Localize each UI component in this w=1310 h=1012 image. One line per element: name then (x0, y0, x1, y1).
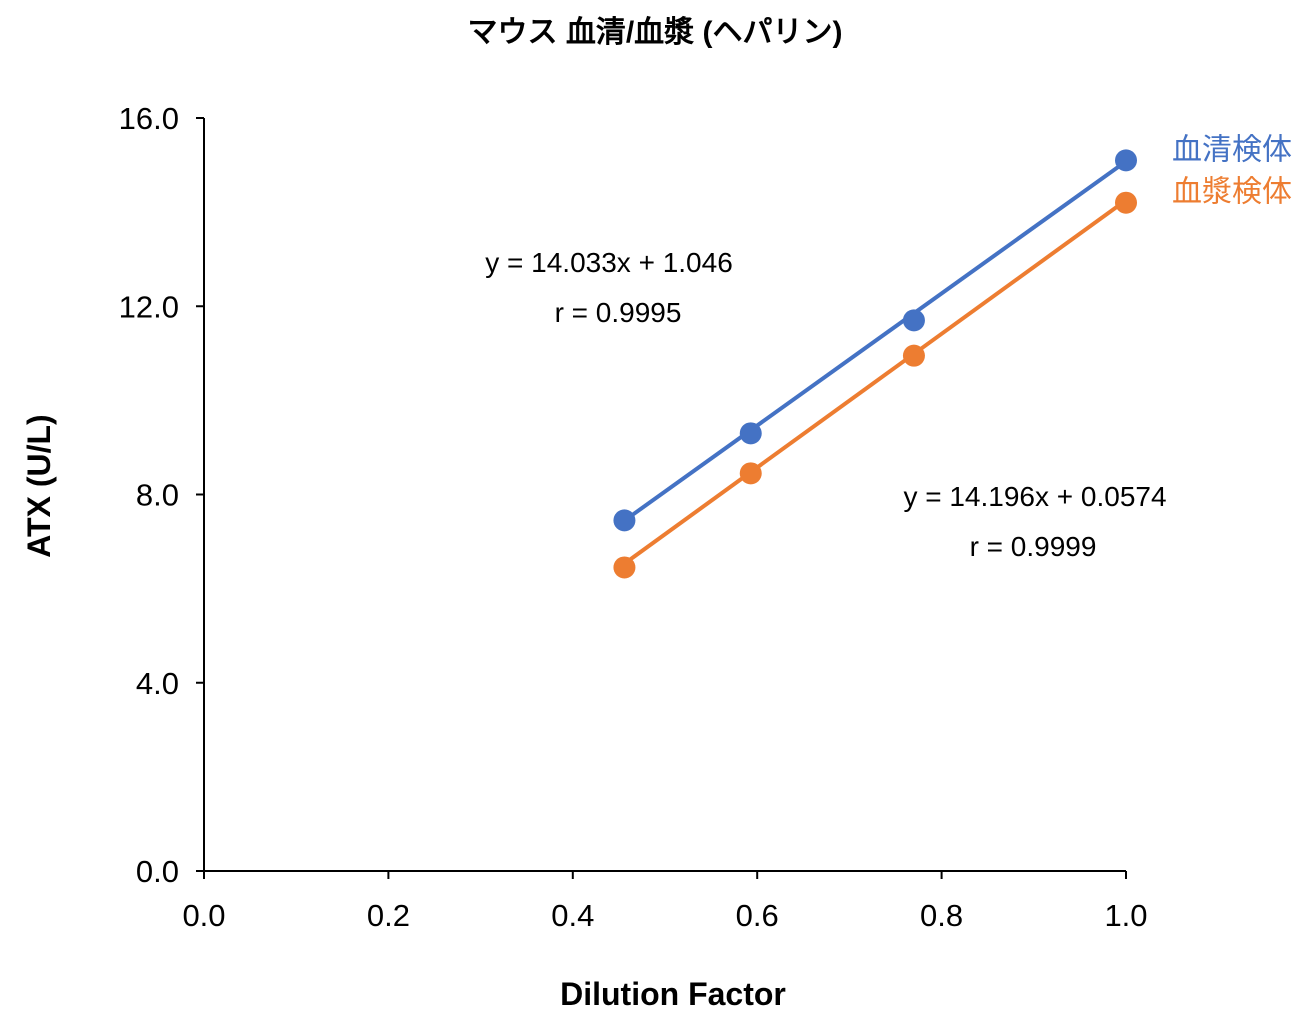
trendline-plasma (623, 198, 1128, 566)
data-point-plasma (902, 344, 925, 367)
trendline-serum (623, 159, 1128, 523)
trendlines (623, 159, 1128, 566)
x-tick-label: 1.0 (1104, 898, 1147, 933)
equation-plasma: y = 14.196x + 0.0574 (903, 481, 1166, 512)
annotations: y = 14.033x + 1.046 r = 0.9995 y = 14.196x… (485, 247, 1166, 562)
axes (196, 117, 1127, 879)
legend-label-plasma: 血漿検体 (1172, 176, 1292, 209)
data-point-serum (739, 422, 762, 445)
x-tick-label: 0.6 (736, 898, 779, 933)
data-point-plasma (613, 556, 636, 579)
y-tick-label: 0.0 (136, 854, 179, 889)
data-point-serum (613, 509, 636, 532)
x-tick-label: 0.4 (551, 898, 594, 933)
r-value-serum: r = 0.9995 (555, 297, 682, 328)
data-points (613, 149, 1137, 579)
data-point-serum (902, 309, 925, 332)
legend-label-serum: 血清検体 (1172, 133, 1292, 166)
y-axis-label: ATX (U/L) (21, 414, 57, 557)
tick-labels: 0.0 0.2 0.4 0.6 0.8 1.0 0.0 4.0 8.0 12.0 16.0 (119, 101, 1148, 933)
data-point-plasma (739, 462, 762, 485)
y-tick-label: 16.0 (119, 101, 179, 136)
x-axis-label: Dilution Factor (560, 976, 786, 1012)
y-tick-label: 4.0 (136, 666, 179, 701)
data-point-serum (1115, 149, 1137, 172)
chart-title: マウス 血清/血漿 (ヘパリン) (468, 16, 843, 49)
y-tick-label: 12.0 (119, 289, 179, 324)
y-tick-label: 8.0 (136, 478, 179, 513)
x-tick-label: 0.2 (367, 898, 410, 933)
x-tick-label: 0.8 (920, 898, 963, 933)
equation-serum: y = 14.033x + 1.046 (485, 247, 733, 278)
x-tick-label: 0.0 (182, 898, 225, 933)
r-value-plasma: r = 0.9999 (970, 531, 1097, 562)
data-point-plasma (1115, 191, 1137, 214)
